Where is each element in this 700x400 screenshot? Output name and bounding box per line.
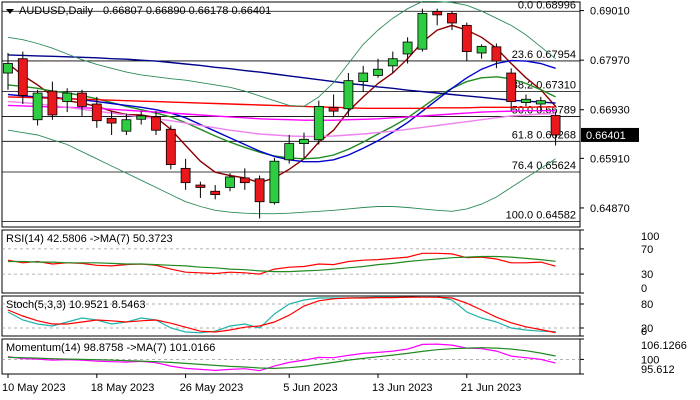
y-tick-label: 0.64870 [590,203,630,215]
candle-body [417,13,428,50]
candle-body [461,24,472,52]
indicator-line-band-upper [7,1,556,107]
candle-body [476,45,487,54]
candle-body [269,160,280,204]
candle-body [77,92,87,107]
rsi-tick-label: 100 [641,231,659,243]
candle-body [521,98,531,103]
candle-body [447,13,457,24]
candle-body [373,68,383,76]
stoch-title: Stoch(5,3,3) 10.9521 8.5463 [6,299,145,311]
candle-body [91,103,102,122]
candle-body [195,184,206,188]
candle-body [535,100,546,105]
candle-body [47,90,58,116]
candle-body [387,58,398,67]
x-tick-label: 18 May 2023 [91,382,155,394]
candle-body [402,41,413,55]
candle-body [62,92,73,103]
indicator-line-ma-navy [7,54,556,104]
candle-body [151,116,161,131]
indicator-line-ma-red [7,96,556,110]
momentum-frame [1,338,581,375]
x-tick-label: 5 Jun 2023 [283,382,337,394]
x-tick-label: 26 May 2023 [180,382,244,394]
main-panel-frame [1,1,581,228]
current-price-label: 0.66401 [586,130,626,142]
rsi-tick-label: 70 [641,244,653,256]
stoch-tick-label: 0 [641,326,647,338]
candle-body [3,63,13,74]
candle-body [17,58,28,96]
x-tick-label: 13 Jun 2023 [372,382,433,394]
candle-body [225,176,235,188]
current-price-box [581,127,639,142]
rsi-frame [1,229,581,294]
indicator-line-band-lower [7,129,556,215]
momentum-tick-label: 100 [641,354,659,366]
candle-body [136,115,147,120]
candle-body [491,46,502,62]
candle-body [210,190,221,195]
candle-body [254,178,265,203]
fib-level-label: 38.2 0.67310 [512,80,576,92]
dropdown-triangle-icon[interactable] [6,9,14,14]
stochastic-panel: 80 200 Stoch(5,3,3) 10.9521 8.5463 [1,295,653,338]
candle-body [239,177,250,184]
rsi-line-1 [8,255,556,273]
symbol-label: AUDUSD,Daily [19,5,93,17]
momentum-tick-label: 106.1266 [641,340,687,352]
momentum-tick-label: 95.612 [641,364,675,376]
fib-level-label: 61.8 0.66268 [512,129,576,141]
stoch-line-1 [7,296,556,334]
candle-body [343,80,354,110]
candle-body [506,72,517,103]
candle-body [299,138,309,144]
candle-body [106,117,117,124]
stoch-tick-label: 80 [641,299,653,311]
indicator-line-ma-blue [7,59,556,163]
candle-body [358,72,369,83]
y-tick-label: 0.66930 [590,105,630,117]
rsi-tick-label: 30 [641,269,653,281]
momentum-title: Momentum(14) 98.8758 ->MA(7) 101.0166 [6,342,215,354]
candle-body [32,92,43,121]
rsi-tick-label: 0 [641,283,647,295]
candle-body [432,11,443,16]
momentum-line-1 [7,347,556,370]
date-axis: 10 May 2023 18 May 2023 26 May 2023 5 Jun 2… [2,374,521,394]
x-tick-label: 21 Jun 2023 [461,382,522,394]
fib-level-label: 0.0 0.68996 [518,0,576,11]
candle-body [284,143,295,161]
indicator-line-ma-green [7,76,556,160]
rsi-title: RSI(14) 42.5806 ->MA(7) 50.3723 [6,233,173,245]
stoch-tick-label: 20 [641,323,653,335]
indicator-line-ma-fast [7,24,557,184]
y-tick-label: 0.65910 [590,153,630,165]
x-tick-label: 10 May 2023 [2,382,66,394]
candle-body [121,119,132,132]
y-tick-label: 0.69010 [590,6,630,18]
fib-level-label: 23.6 0.67954 [512,49,576,61]
candle-body [328,106,339,112]
ohlc-values: 0.66807 0.66890 0.66178 0.66401 [103,5,271,17]
candle-body [550,115,561,136]
chart-header: AUDUSD,Daily 0.66807 0.66890 0.66178 0.6… [6,5,271,17]
stoch-frame [1,295,581,337]
candle-body [165,128,176,165]
candle-body [313,105,324,141]
candle-body [180,167,191,184]
fib-level-label: 100.0 0.64582 [506,210,576,222]
y-tick-label: 0.67970 [590,55,630,67]
